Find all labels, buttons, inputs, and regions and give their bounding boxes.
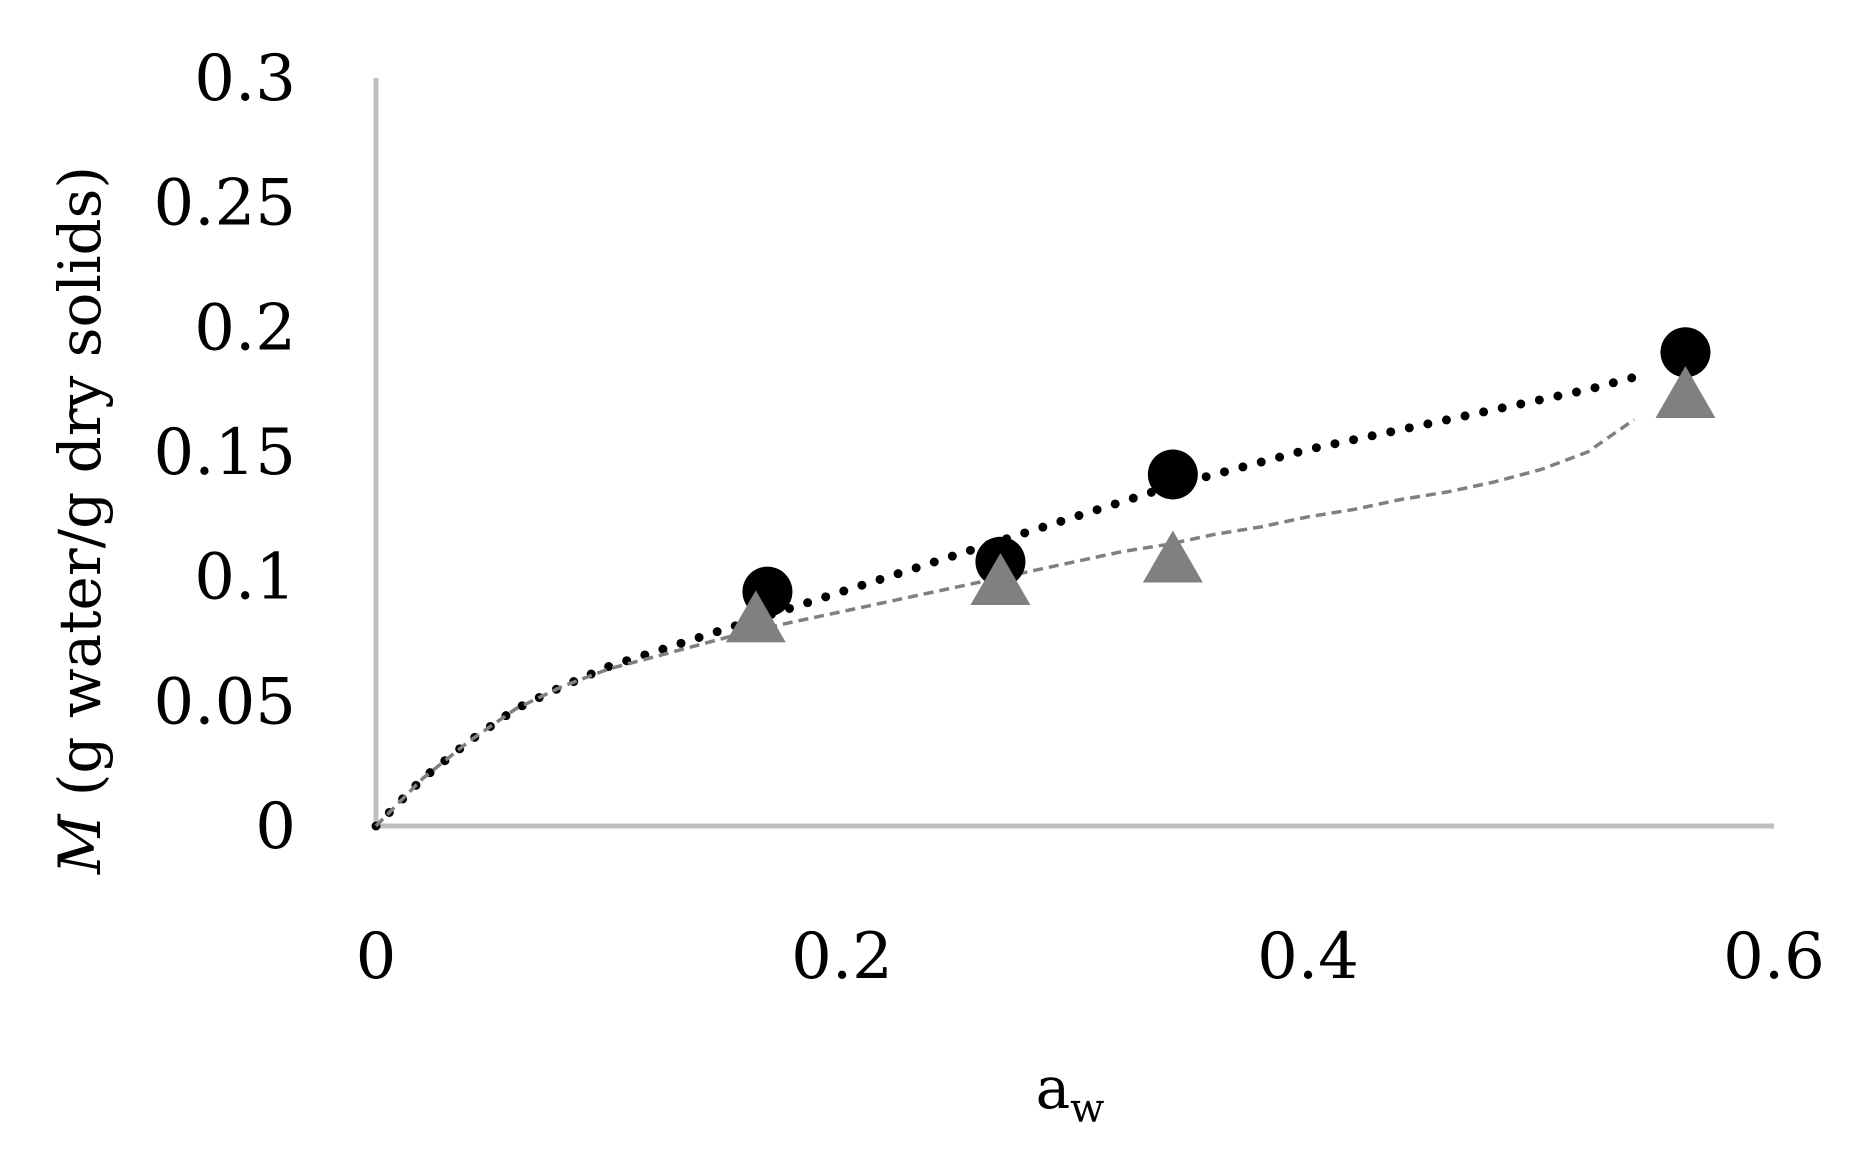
y-tick-label: 0.3 (194, 42, 296, 116)
y-tick-label: 0.2 (194, 291, 296, 365)
y-axis-title-rest: (g water/g dry solids) (46, 166, 114, 815)
y-tick-label: 0.05 (154, 665, 297, 739)
x-tick-labels: 0 0.2 0.4 0.6 (356, 920, 1825, 994)
y-axis-title: M (g water/g dry solids) (46, 166, 114, 875)
y-tick-label: 0.25 (154, 167, 297, 241)
triangle-point (725, 590, 786, 643)
circle-point (1147, 449, 1198, 500)
axes (373, 78, 1774, 829)
y-tick-labels: 0 0.05 0.1 0.15 0.2 0.25 0.3 (154, 42, 297, 864)
data-points (725, 327, 1716, 643)
y-tick-label: 0 (255, 790, 296, 864)
triangle-point (970, 552, 1031, 605)
x-axis-title-main: a (1036, 1054, 1071, 1122)
x-tick-label: 0.6 (1723, 920, 1825, 994)
x-axis-title-subscript: w (1070, 1086, 1104, 1132)
triangle-point (1655, 365, 1716, 418)
x-tick-label: 0.4 (1257, 920, 1359, 994)
x-tick-label: 0 (356, 920, 397, 994)
triangle-point (1142, 530, 1203, 583)
x-tick-label: 0.2 (791, 920, 893, 994)
fit-curve-dashed (374, 418, 1636, 828)
y-axis-title-italic: M (46, 813, 114, 875)
y-tick-label: 0.1 (194, 541, 296, 615)
y-tick-label: 0.15 (154, 416, 297, 490)
circle-point (1660, 327, 1711, 378)
x-axis-title: aw (1036, 1054, 1105, 1132)
